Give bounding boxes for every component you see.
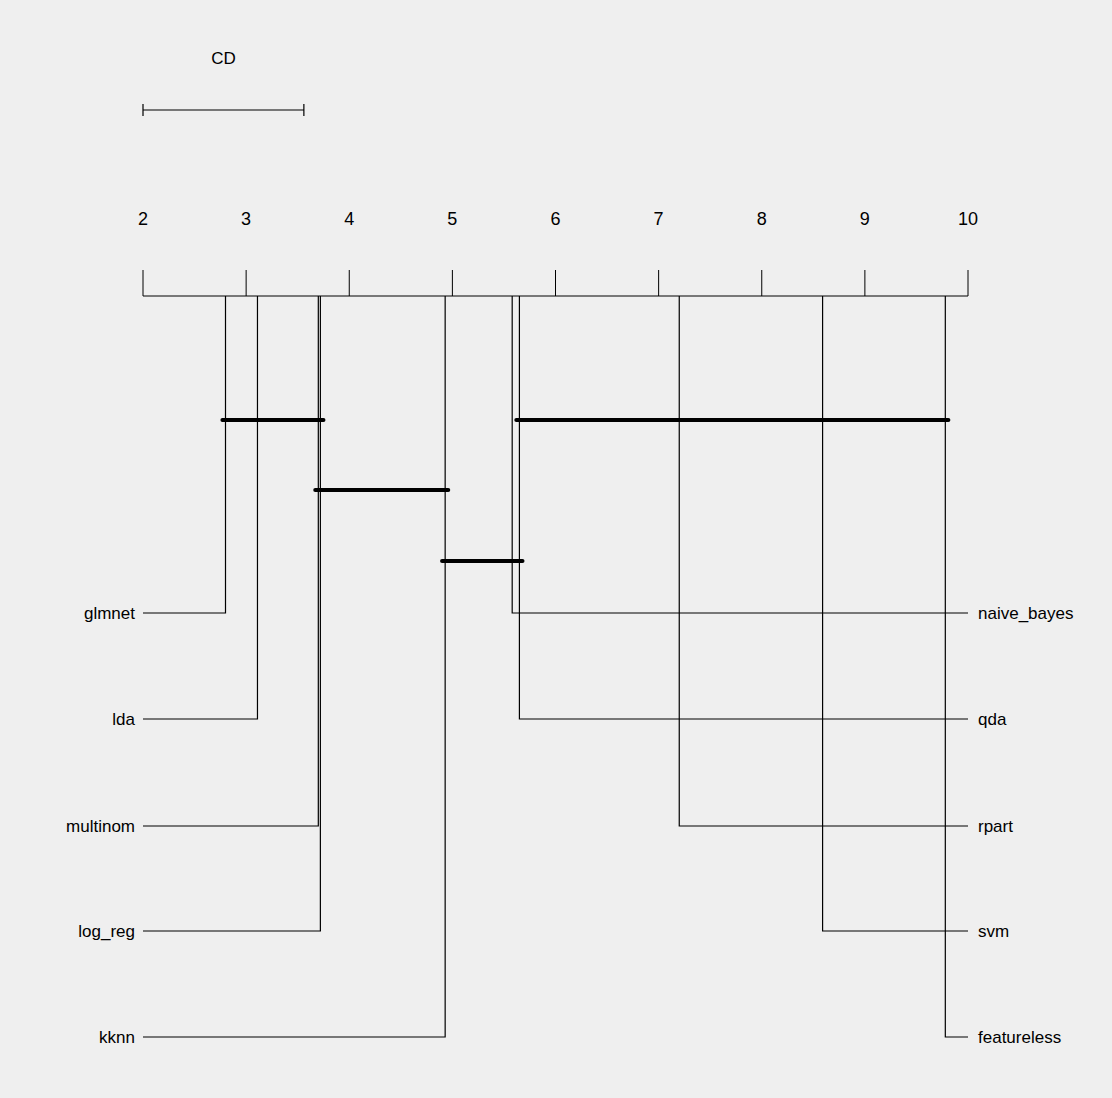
svg-text:log_reg: log_reg [78,922,135,941]
svg-text:CD: CD [211,49,236,68]
svg-text:5: 5 [447,209,457,229]
svg-text:lda: lda [112,710,135,729]
svg-text:qda: qda [978,710,1007,729]
svg-text:8: 8 [757,209,767,229]
svg-text:6: 6 [550,209,560,229]
svg-text:9: 9 [860,209,870,229]
svg-text:2: 2 [138,209,148,229]
svg-text:svm: svm [978,922,1009,941]
svg-text:4: 4 [344,209,354,229]
svg-text:rpart: rpart [978,817,1013,836]
svg-text:glmnet: glmnet [84,604,135,623]
svg-text:featureless: featureless [978,1028,1061,1047]
svg-text:multinom: multinom [66,817,135,836]
svg-text:3: 3 [241,209,251,229]
svg-text:naive_bayes: naive_bayes [978,604,1073,623]
svg-text:kknn: kknn [99,1028,135,1047]
svg-text:10: 10 [958,209,978,229]
svg-text:7: 7 [654,209,664,229]
